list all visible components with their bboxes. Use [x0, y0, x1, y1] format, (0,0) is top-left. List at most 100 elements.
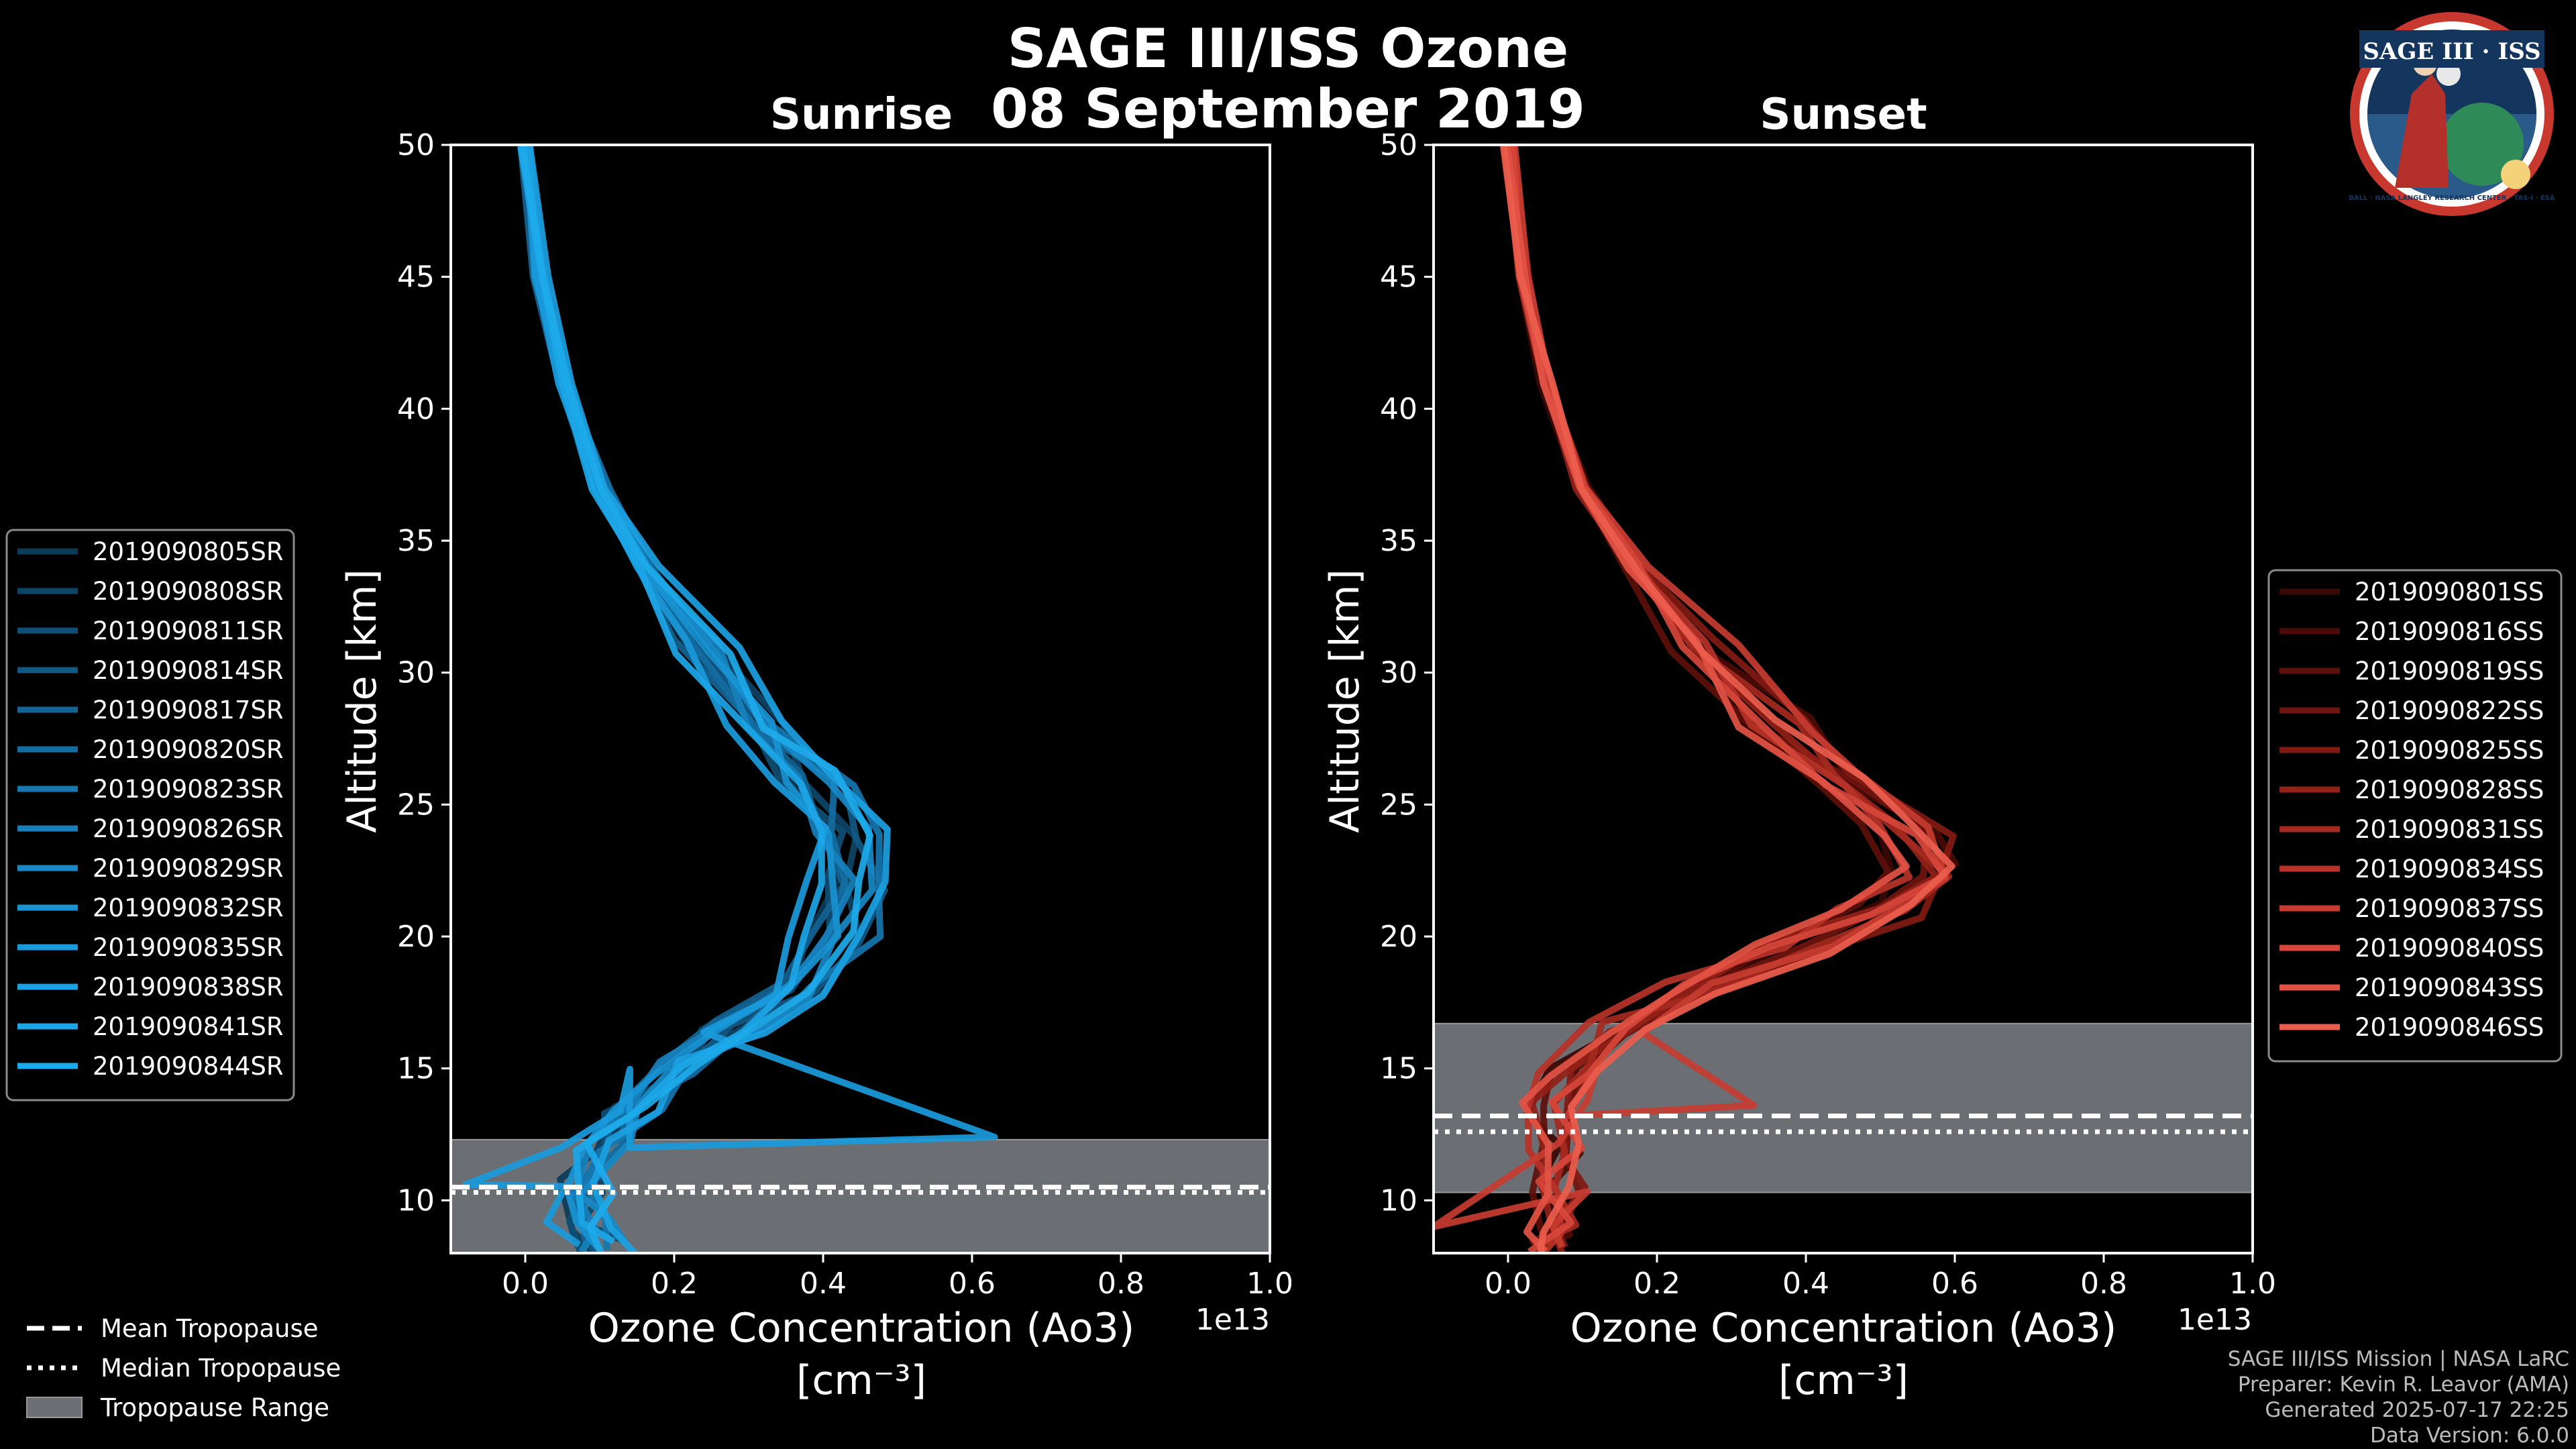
sunrise-ytick-label: 40	[397, 392, 435, 426]
sunset-ylabel: Altitude [km]	[1322, 569, 1368, 833]
legend-label: 2019090823SR	[93, 775, 284, 804]
figure-icon	[2395, 74, 2449, 188]
legend-label: 2019090846SS	[2355, 1013, 2544, 1042]
sunset-x-multiplier: 1e13	[2178, 1303, 2252, 1337]
sunrise-profile-2019090826SR	[519, 146, 858, 1253]
sunset-xtick-label: 0.8	[2080, 1267, 2127, 1301]
legend-label: 2019090819SS	[2355, 657, 2544, 686]
legend-label: 2019090820SR	[93, 735, 284, 764]
credits: SAGE III/ISS Mission | NASA LaRC Prepare…	[2228, 1347, 2569, 1448]
logo-ring-text: BALL · NASA LANGLEY RESEARCH CENTER · TA…	[2349, 195, 2555, 202]
legend-label: 2019090829SR	[93, 854, 284, 883]
legend-label: 2019090832SR	[93, 894, 284, 922]
sunset-profile-2019090846SS	[1500, 145, 1955, 1253]
sunset-ytick-label: 30	[1380, 656, 1417, 690]
legend-label: 2019090811SR	[93, 616, 284, 645]
credit-line: Generated 2025-07-17 22:25	[2265, 1398, 2569, 1422]
legend-label: 2019090831SS	[2355, 815, 2544, 844]
sunrise-ytick-label: 20	[397, 920, 435, 954]
sunrise-ytick-label: 50	[397, 128, 435, 162]
sunrise-profile-2019090823SR	[521, 146, 884, 1250]
legend-label: 2019090814SR	[93, 656, 284, 685]
credit-line: SAGE III/ISS Mission | NASA LaRC	[2228, 1347, 2569, 1371]
sunrise-profile-2019090817SR	[517, 145, 848, 1250]
sunset-xlabel: Ozone Concentration (Ao3)	[1570, 1305, 2117, 1352]
legend-label: 2019090844SR	[93, 1052, 284, 1081]
credit-line: Preparer: Kevin R. Leavor (AMA)	[2238, 1373, 2569, 1397]
legend-label: 2019090816SS	[2355, 617, 2544, 646]
sunset-ytick-label: 45	[1380, 260, 1417, 294]
tropopause-legend-label: Tropopause Range	[100, 1393, 329, 1422]
sunrise-profile-2019090820SR	[526, 145, 849, 1250]
sunset-ytick-label: 50	[1380, 128, 1417, 162]
credit-line: Data Version: 6.0.0	[2370, 1424, 2569, 1448]
sunset-ytick-label: 15	[1380, 1052, 1417, 1086]
sunrise-profile-2019090838SR	[526, 146, 891, 1253]
sunrise-xtick-label: 0.4	[800, 1267, 847, 1301]
legend-label: 2019090843SS	[2355, 973, 2544, 1002]
sunset-xtick-label: 1.0	[2229, 1267, 2276, 1301]
sun-icon	[2501, 160, 2530, 189]
figure-title-line2: 08 September 2019	[991, 78, 1585, 140]
sunset-xtick-label: 0.6	[1931, 1267, 1978, 1301]
legend-label: 2019090834SS	[2355, 855, 2544, 883]
sunrise-xtick-label: 0.2	[651, 1267, 698, 1301]
legend-label: 2019090805SR	[93, 537, 284, 566]
legend-label: 2019090828SS	[2355, 775, 2544, 804]
tropopause-legend-label: Median Tropopause	[101, 1354, 341, 1383]
sunrise-xtick-label: 0.8	[1097, 1267, 1144, 1301]
sunrise-plot-frame	[449, 144, 1271, 1254]
sunrise-ytick-label: 10	[397, 1183, 435, 1218]
sunset-ytick-label: 25	[1380, 788, 1417, 822]
logo-title: SAGE III · ISS	[2363, 38, 2540, 65]
sunrise-x-multiplier: 1e13	[1195, 1303, 1270, 1337]
sunset-panel: Sunset 10 15 20 25 30 35 40 45 50 0.0 0.2 0.4 0.6 0.8…	[1322, 90, 2276, 1404]
sage-iii-iss-logo: SAGE III · ISS BALL · NASA LANGLEY RESEA…	[2349, 12, 2555, 216]
legend-label: 2019090840SS	[2355, 934, 2544, 963]
sunset-ytick-label: 40	[1380, 392, 1417, 426]
sunrise-ytick-label: 25	[397, 788, 435, 822]
sunrise-profile-2019090829SR	[517, 145, 876, 1246]
sunrise-profile-2019090841SR	[517, 146, 825, 1245]
legend-label: 2019090825SS	[2355, 736, 2544, 765]
sunrise-xtick-label: 0.0	[502, 1267, 549, 1301]
sunset-xtick-label: 0.0	[1485, 1267, 1532, 1301]
sunrise-xtick-label: 0.6	[949, 1267, 996, 1301]
globe-icon	[2440, 103, 2524, 186]
sunset-ytick-label: 10	[1380, 1183, 1417, 1218]
sunrise-xtick-label: 1.0	[1246, 1267, 1293, 1301]
sunset-profile-2019090837SS	[1434, 145, 1949, 1249]
sunrise-ytick-label: 45	[397, 260, 435, 294]
legend-frame	[5, 529, 295, 1102]
sunset-ytick-label: 20	[1380, 920, 1417, 954]
tropopause-legend: Mean Tropopause Median Tropopause Tropopau…	[26, 1314, 341, 1422]
legend-label: 2019090808SR	[93, 577, 284, 606]
sunrise-ytick-label: 35	[397, 524, 435, 558]
sunrise-panel-title: Sunrise	[770, 90, 953, 140]
sunrise-ylabel: Altitude [km]	[339, 569, 386, 833]
legend-label: 2019090822SS	[2355, 696, 2544, 725]
sunrise-ytick-label: 15	[397, 1052, 435, 1086]
tropopause-range-swatch	[26, 1397, 83, 1418]
sunrise-profile-2019090844SR	[519, 146, 873, 1253]
legend-label: 2019090817SR	[93, 696, 284, 724]
tropopause-legend-label: Mean Tropopause	[101, 1314, 319, 1343]
legend-label: 2019090826SR	[93, 814, 284, 843]
sunset-panel-title: Sunset	[1760, 90, 1927, 140]
legend-label: 2019090835SR	[93, 933, 284, 962]
sunrise-panel: Sunrise 10 15 20 25 30 35 40 45 50 0.0 0.2 0.4 0.6 0.…	[339, 90, 1293, 1404]
sunset-plot-frame	[1432, 144, 2254, 1254]
sunrise-xlabel: Ozone Concentration (Ao3)	[588, 1305, 1135, 1352]
sunrise-legend: 2019090805SR 2019090808SR 2019090811SR 2019…	[5, 529, 295, 1102]
sunrise-ytick-label: 30	[397, 656, 435, 690]
sunrise-profile-2019090814SR	[518, 146, 888, 1253]
legend-label: 2019090841SR	[93, 1012, 284, 1041]
sunset-xunits: [cm⁻³]	[1778, 1357, 1909, 1404]
sunset-xtick-label: 0.4	[1782, 1267, 1829, 1301]
sunrise-xunits: [cm⁻³]	[796, 1357, 926, 1404]
sunset-legend: 2019090801SS 2019090816SS 2019090819SS 2019…	[2267, 569, 2563, 1063]
legend-label: 2019090838SR	[93, 973, 284, 1002]
legend-frame	[2267, 569, 2563, 1063]
figure-title-line1: SAGE III/ISS Ozone	[1008, 17, 1568, 80]
sunrise-profile-2019090811SR	[526, 145, 847, 1253]
